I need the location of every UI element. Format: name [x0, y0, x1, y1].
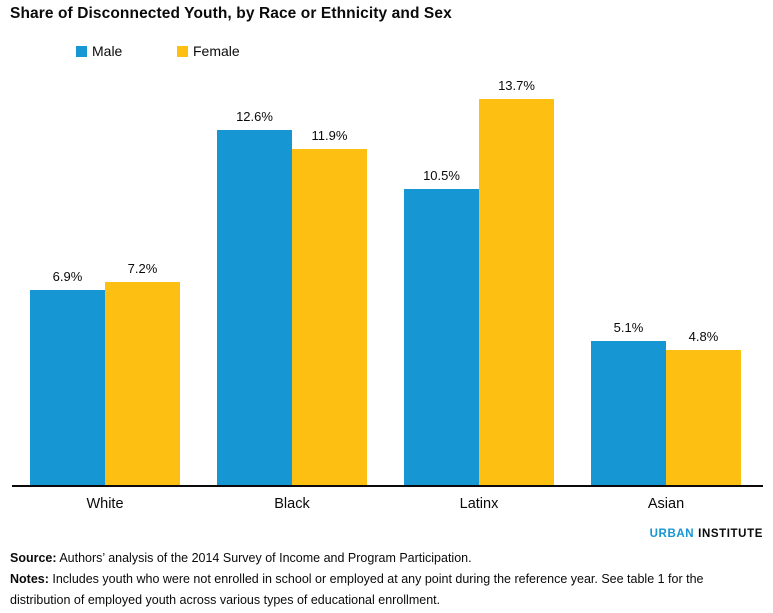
notes-line: Notes: Includes youth who were not enrol…	[10, 569, 765, 611]
bar-male-white	[30, 290, 105, 485]
x-axis-line	[12, 485, 763, 487]
x-label-white: White	[86, 496, 124, 512]
value-label-female-latinx: 13.7%	[498, 78, 535, 93]
plot-area: 6.9% 7.2% 12.6% 11.9% 10.5% 13.7% 5.1% 4.8%	[0, 72, 773, 485]
value-label-female-white: 7.2%	[127, 261, 158, 276]
footer-notes: Source: Authors’ analysis of the 2014 Su…	[10, 548, 765, 611]
bar-male-black	[217, 130, 292, 485]
legend-label-female: Female	[193, 43, 240, 59]
bar-male-latinx	[404, 189, 479, 485]
source-label: Source:	[10, 551, 57, 565]
source-text: Authors’ analysis of the 2014 Survey of …	[56, 551, 472, 565]
bar-female-black	[292, 149, 367, 485]
source-line: Source: Authors’ analysis of the 2014 Su…	[10, 548, 765, 569]
value-label-male-white: 6.9%	[52, 269, 83, 284]
legend-item-female: Female	[177, 43, 240, 59]
urban-institute-logo: URBAN INSTITUTE	[650, 528, 763, 540]
value-label-female-black: 11.9%	[311, 128, 348, 143]
value-label-male-asian: 5.1%	[613, 320, 644, 335]
legend-label-male: Male	[92, 43, 123, 59]
notes-text: Includes youth who were not enrolled in …	[10, 572, 704, 607]
bar-male-asian	[591, 341, 666, 485]
logo-institute-text: INSTITUTE	[698, 528, 763, 540]
female-swatch-icon	[177, 45, 188, 57]
notes-label: Notes:	[10, 572, 49, 586]
legend-item-male: Male	[76, 43, 122, 59]
value-label-male-black: 12.6%	[236, 109, 273, 124]
x-label-latinx: Latinx	[459, 496, 499, 512]
chart-title: Share of Disconnected Youth, by Race or …	[10, 5, 452, 22]
value-label-female-asian: 4.8%	[688, 329, 719, 344]
logo-urban-text: URBAN	[649, 528, 695, 540]
x-label-black: Black	[274, 496, 310, 512]
bar-female-asian	[666, 350, 741, 485]
value-label-male-latinx: 10.5%	[423, 168, 460, 183]
male-swatch-icon	[76, 45, 87, 57]
x-label-asian: Asian	[647, 496, 685, 512]
bar-female-white	[105, 282, 180, 485]
bar-female-latinx	[479, 99, 554, 485]
